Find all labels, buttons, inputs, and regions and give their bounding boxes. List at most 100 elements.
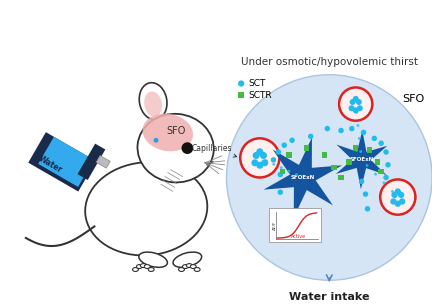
Ellipse shape: [139, 83, 167, 120]
Polygon shape: [77, 144, 105, 180]
Circle shape: [240, 138, 279, 177]
Circle shape: [278, 172, 283, 177]
FancyBboxPatch shape: [304, 145, 309, 151]
Ellipse shape: [143, 114, 193, 151]
Text: SCT: SCT: [248, 79, 265, 88]
Circle shape: [353, 107, 359, 113]
Circle shape: [395, 201, 401, 207]
Text: Under osmotic/hypovolemic thirst: Under osmotic/hypovolemic thirst: [241, 57, 418, 67]
Ellipse shape: [85, 162, 207, 255]
Ellipse shape: [140, 264, 146, 268]
Circle shape: [253, 152, 260, 159]
FancyBboxPatch shape: [238, 92, 244, 98]
Circle shape: [361, 130, 366, 135]
Text: Water intake: Water intake: [289, 292, 370, 302]
Circle shape: [383, 175, 389, 180]
Circle shape: [282, 143, 287, 148]
Circle shape: [339, 87, 372, 121]
Circle shape: [398, 192, 404, 198]
Circle shape: [271, 157, 276, 163]
Circle shape: [256, 162, 263, 169]
Circle shape: [272, 163, 275, 166]
Circle shape: [238, 80, 244, 87]
Circle shape: [350, 99, 356, 105]
FancyBboxPatch shape: [331, 165, 337, 170]
Circle shape: [390, 198, 396, 205]
Circle shape: [256, 148, 263, 155]
Circle shape: [280, 166, 283, 169]
FancyBboxPatch shape: [286, 152, 292, 158]
Polygon shape: [38, 137, 94, 187]
Polygon shape: [336, 131, 387, 189]
Ellipse shape: [190, 265, 196, 269]
Ellipse shape: [173, 252, 202, 267]
Circle shape: [356, 99, 362, 105]
Circle shape: [391, 192, 398, 198]
Circle shape: [355, 111, 358, 114]
Circle shape: [356, 124, 359, 127]
Circle shape: [348, 105, 355, 111]
Ellipse shape: [136, 265, 142, 269]
Ellipse shape: [194, 268, 200, 271]
Ellipse shape: [144, 91, 162, 117]
Circle shape: [374, 173, 377, 176]
Circle shape: [260, 152, 267, 159]
Circle shape: [265, 159, 268, 162]
FancyBboxPatch shape: [346, 159, 352, 164]
Circle shape: [353, 96, 359, 102]
FancyBboxPatch shape: [279, 169, 285, 174]
Circle shape: [154, 138, 158, 143]
Text: Active: Active: [291, 234, 307, 239]
Circle shape: [295, 173, 298, 176]
Ellipse shape: [137, 114, 214, 182]
FancyBboxPatch shape: [268, 208, 322, 242]
Polygon shape: [28, 132, 96, 192]
Circle shape: [399, 198, 405, 205]
Ellipse shape: [139, 252, 167, 267]
Ellipse shape: [187, 264, 192, 268]
Ellipse shape: [148, 268, 154, 271]
Circle shape: [395, 188, 401, 195]
Ellipse shape: [144, 265, 150, 269]
Ellipse shape: [179, 268, 184, 271]
Circle shape: [261, 159, 268, 166]
Ellipse shape: [183, 265, 188, 269]
Text: SFOExN: SFOExN: [291, 175, 315, 180]
FancyBboxPatch shape: [322, 152, 327, 158]
Circle shape: [308, 134, 313, 139]
Circle shape: [358, 137, 361, 140]
Circle shape: [275, 149, 281, 155]
Text: SFOExN: SFOExN: [349, 157, 374, 162]
Circle shape: [371, 136, 377, 141]
Circle shape: [359, 179, 364, 184]
Text: Water: Water: [37, 154, 64, 175]
Circle shape: [278, 189, 283, 195]
Circle shape: [287, 170, 290, 172]
Circle shape: [365, 206, 370, 212]
Circle shape: [338, 128, 344, 133]
Polygon shape: [264, 137, 342, 217]
Circle shape: [363, 191, 368, 197]
Circle shape: [359, 150, 362, 153]
Text: SFO: SFO: [402, 94, 424, 104]
Text: SFO: SFO: [166, 125, 185, 136]
FancyBboxPatch shape: [367, 148, 372, 153]
Circle shape: [349, 126, 355, 131]
Circle shape: [366, 164, 368, 167]
FancyBboxPatch shape: [378, 169, 384, 174]
Circle shape: [227, 75, 432, 280]
FancyBboxPatch shape: [338, 175, 344, 180]
Text: SCTR: SCTR: [248, 91, 271, 100]
Text: ΔF/F: ΔF/F: [273, 220, 277, 230]
Circle shape: [357, 105, 363, 111]
Polygon shape: [96, 156, 110, 168]
Circle shape: [290, 138, 295, 143]
Circle shape: [181, 142, 193, 154]
Circle shape: [383, 149, 389, 155]
FancyBboxPatch shape: [374, 159, 380, 164]
FancyBboxPatch shape: [353, 145, 358, 151]
Circle shape: [380, 180, 415, 215]
Circle shape: [385, 162, 391, 168]
Text: Capillaries: Capillaries: [192, 144, 237, 157]
Circle shape: [382, 181, 385, 184]
